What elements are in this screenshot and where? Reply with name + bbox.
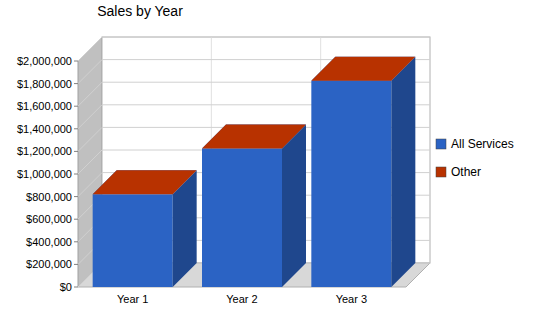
legend-label: Other bbox=[451, 165, 481, 179]
bars bbox=[93, 57, 416, 287]
x-tick-label: Year 1 bbox=[117, 293, 148, 305]
y-tick-label: $2,000,000 bbox=[17, 55, 72, 67]
x-tick-label: Year 3 bbox=[336, 293, 367, 305]
bar-top bbox=[93, 170, 197, 194]
legend-label: All Services bbox=[451, 137, 514, 151]
y-tick-label: $1,800,000 bbox=[17, 78, 72, 90]
y-tick-label: $600,000 bbox=[26, 213, 72, 225]
bar-top bbox=[311, 57, 415, 81]
bar-top bbox=[202, 125, 306, 149]
bar-top bbox=[311, 57, 415, 81]
tick-mark bbox=[74, 241, 78, 242]
tick-mark bbox=[74, 61, 78, 62]
tick-mark bbox=[74, 151, 78, 152]
tick-mark bbox=[74, 287, 78, 288]
bar-top bbox=[202, 125, 306, 149]
tick-mark bbox=[74, 106, 78, 107]
tick-mark bbox=[74, 219, 78, 220]
chart-svg: Sales by Year $0 $200,000 $400,000 $600,000 $… bbox=[0, 0, 550, 318]
tick-mark bbox=[74, 264, 78, 265]
y-tick-label: $800,000 bbox=[26, 191, 72, 203]
bar-front bbox=[202, 149, 282, 287]
title: Sales by Year bbox=[97, 3, 183, 19]
tick-mark bbox=[74, 174, 78, 175]
chart-container: Sales by Year $0 $200,000 $400,000 $600,000 $… bbox=[0, 0, 550, 318]
y-tick-label: $1,400,000 bbox=[17, 123, 72, 135]
tick-mark bbox=[74, 196, 78, 197]
y-tick-label: $400,000 bbox=[26, 236, 72, 248]
y-tick-label: $1,200,000 bbox=[17, 145, 72, 157]
legend-swatch bbox=[436, 167, 446, 177]
bar-front bbox=[311, 81, 391, 287]
bar-top bbox=[93, 170, 197, 194]
legend-swatch bbox=[436, 139, 446, 149]
y-tick-label: $0 bbox=[60, 281, 72, 293]
bar-side bbox=[282, 125, 306, 287]
tick-mark bbox=[74, 83, 78, 84]
y-tick-label: $1,000,000 bbox=[17, 168, 72, 180]
bar-side bbox=[391, 57, 415, 287]
x-tick-label: Year 2 bbox=[226, 293, 257, 305]
y-tick-label: $1,600,000 bbox=[17, 100, 72, 112]
y-tick-label: $200,000 bbox=[26, 258, 72, 270]
bar-front bbox=[93, 194, 173, 287]
tick-mark bbox=[74, 128, 78, 129]
